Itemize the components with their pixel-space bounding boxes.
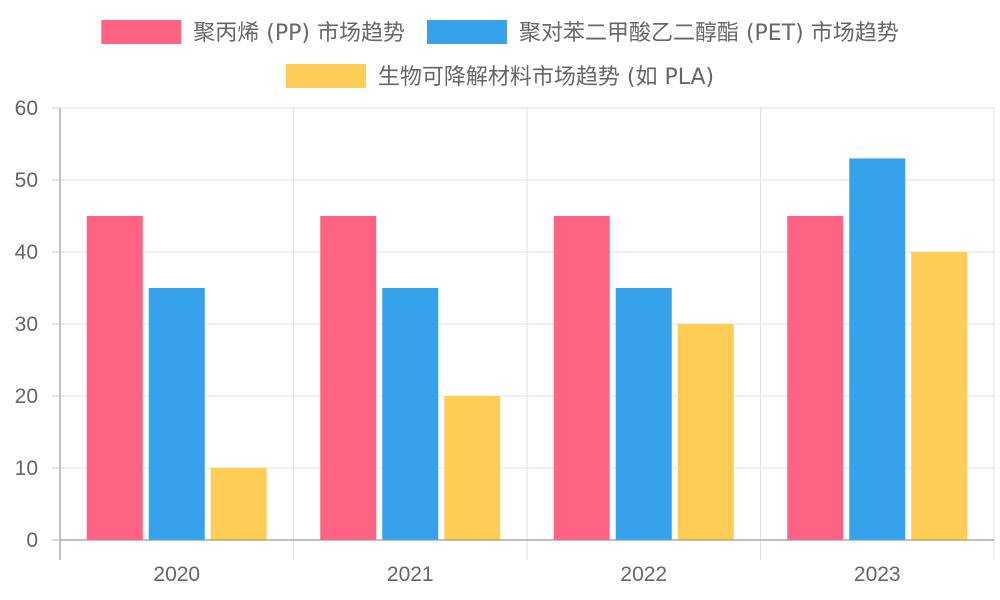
x-tick-label-2022: 2022 — [620, 563, 667, 586]
legend-label-0: 聚丙烯 (PP) 市场趋势 — [193, 21, 405, 46]
legend-item-0[interactable]: 聚丙烯 (PP) 市场趋势 — [101, 20, 405, 46]
y-axis-ticks: 0 10 20 30 40 50 60 — [15, 97, 38, 552]
legend: 聚丙烯 (PP) 市场趋势 聚对苯二甲酸乙二醇酯 (PET) 市场趋势生物可降解材… — [101, 20, 899, 90]
bar-2022-series-0[interactable] — [553, 216, 610, 540]
x-tick-label-2020: 2020 — [153, 563, 200, 586]
legend-swatch-1 — [426, 20, 507, 44]
x-tick-label-2023: 2023 — [854, 563, 901, 586]
legend-label-2: 生物可降解材料市场趋势 (如 PLA) — [378, 65, 714, 90]
y-tick-label-3: 30 — [15, 313, 38, 336]
x-axis-ticks: 2020 2021 2022 2023 — [153, 563, 900, 586]
bar-2021-series-0[interactable] — [320, 216, 377, 540]
y-tick-label-5: 50 — [15, 169, 38, 192]
bar-2023-series-2[interactable] — [911, 252, 968, 540]
legend-item-1[interactable]: 聚对苯二甲酸乙二醇酯 (PET) 市场趋势 — [426, 20, 899, 46]
legend-swatch-2 — [285, 64, 366, 88]
bar-2023-series-1[interactable] — [849, 158, 906, 540]
y-tick-label-6: 60 — [15, 97, 38, 120]
y-tick-label-4: 40 — [15, 241, 38, 264]
axes — [52, 107, 994, 560]
y-tick-label-2: 20 — [15, 385, 38, 408]
legend-label-1: 聚对苯二甲酸乙二醇酯 (PET) 市场趋势 — [519, 21, 899, 46]
bar-2020-series-2[interactable] — [210, 468, 267, 540]
legend-swatch-0 — [101, 20, 182, 44]
bar-2020-series-0[interactable] — [86, 216, 143, 540]
bar-2022-series-2[interactable] — [677, 324, 734, 540]
legend-item-2[interactable]: 生物可降解材料市场趋势 (如 PLA) — [285, 64, 714, 90]
bar-2021-series-1[interactable] — [382, 288, 439, 540]
bar-2023-series-0[interactable] — [787, 216, 844, 540]
bar-2022-series-1[interactable] — [615, 288, 672, 540]
y-tick-label-0: 0 — [26, 529, 38, 552]
bar-2021-series-2[interactable] — [444, 396, 501, 540]
y-tick-label-1: 10 — [15, 457, 38, 480]
bars — [86, 158, 968, 540]
bar-2020-series-1[interactable] — [148, 288, 205, 540]
x-tick-label-2021: 2021 — [387, 563, 434, 586]
